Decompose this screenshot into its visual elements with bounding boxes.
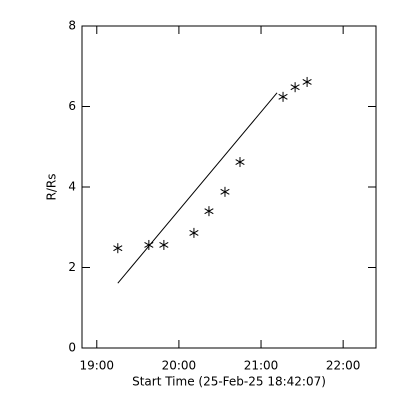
x-axis-label: Start Time (25-Feb-25 18:42:07) [132, 375, 326, 389]
data-point [159, 239, 169, 250]
x-tick-label: 19:00 [79, 359, 114, 373]
data-point [302, 76, 312, 87]
asterisk-stroke [113, 245, 123, 252]
data-point [204, 206, 214, 217]
asterisk-stroke [290, 84, 300, 91]
y-tick-label: 0 [68, 341, 76, 355]
plot-frame [81, 25, 377, 349]
y-tick-label: 4 [68, 180, 76, 194]
asterisk-stroke [159, 242, 169, 248]
data-point [144, 239, 154, 250]
y-axis-label: R/Rs [45, 174, 59, 201]
fit-line [117, 92, 278, 284]
asterisk-stroke [189, 229, 199, 236]
asterisk-stroke [204, 208, 214, 215]
data-point [113, 243, 123, 254]
asterisk-stroke [278, 93, 288, 100]
data-point [189, 227, 199, 238]
x-tick-label: 22:00 [326, 359, 361, 373]
data-point [220, 186, 230, 197]
y-tick-label: 2 [68, 260, 76, 274]
data-point [235, 157, 245, 168]
asterisk-stroke [235, 159, 245, 165]
asterisk-stroke [302, 79, 312, 85]
x-tick-label: 21:00 [244, 359, 279, 373]
y-tick-label: 8 [68, 19, 76, 33]
y-tick-label: 6 [68, 99, 76, 113]
asterisk-stroke [220, 188, 230, 195]
x-tick-label: 20:00 [162, 359, 197, 373]
data-point [290, 82, 300, 93]
data-point [278, 91, 288, 102]
